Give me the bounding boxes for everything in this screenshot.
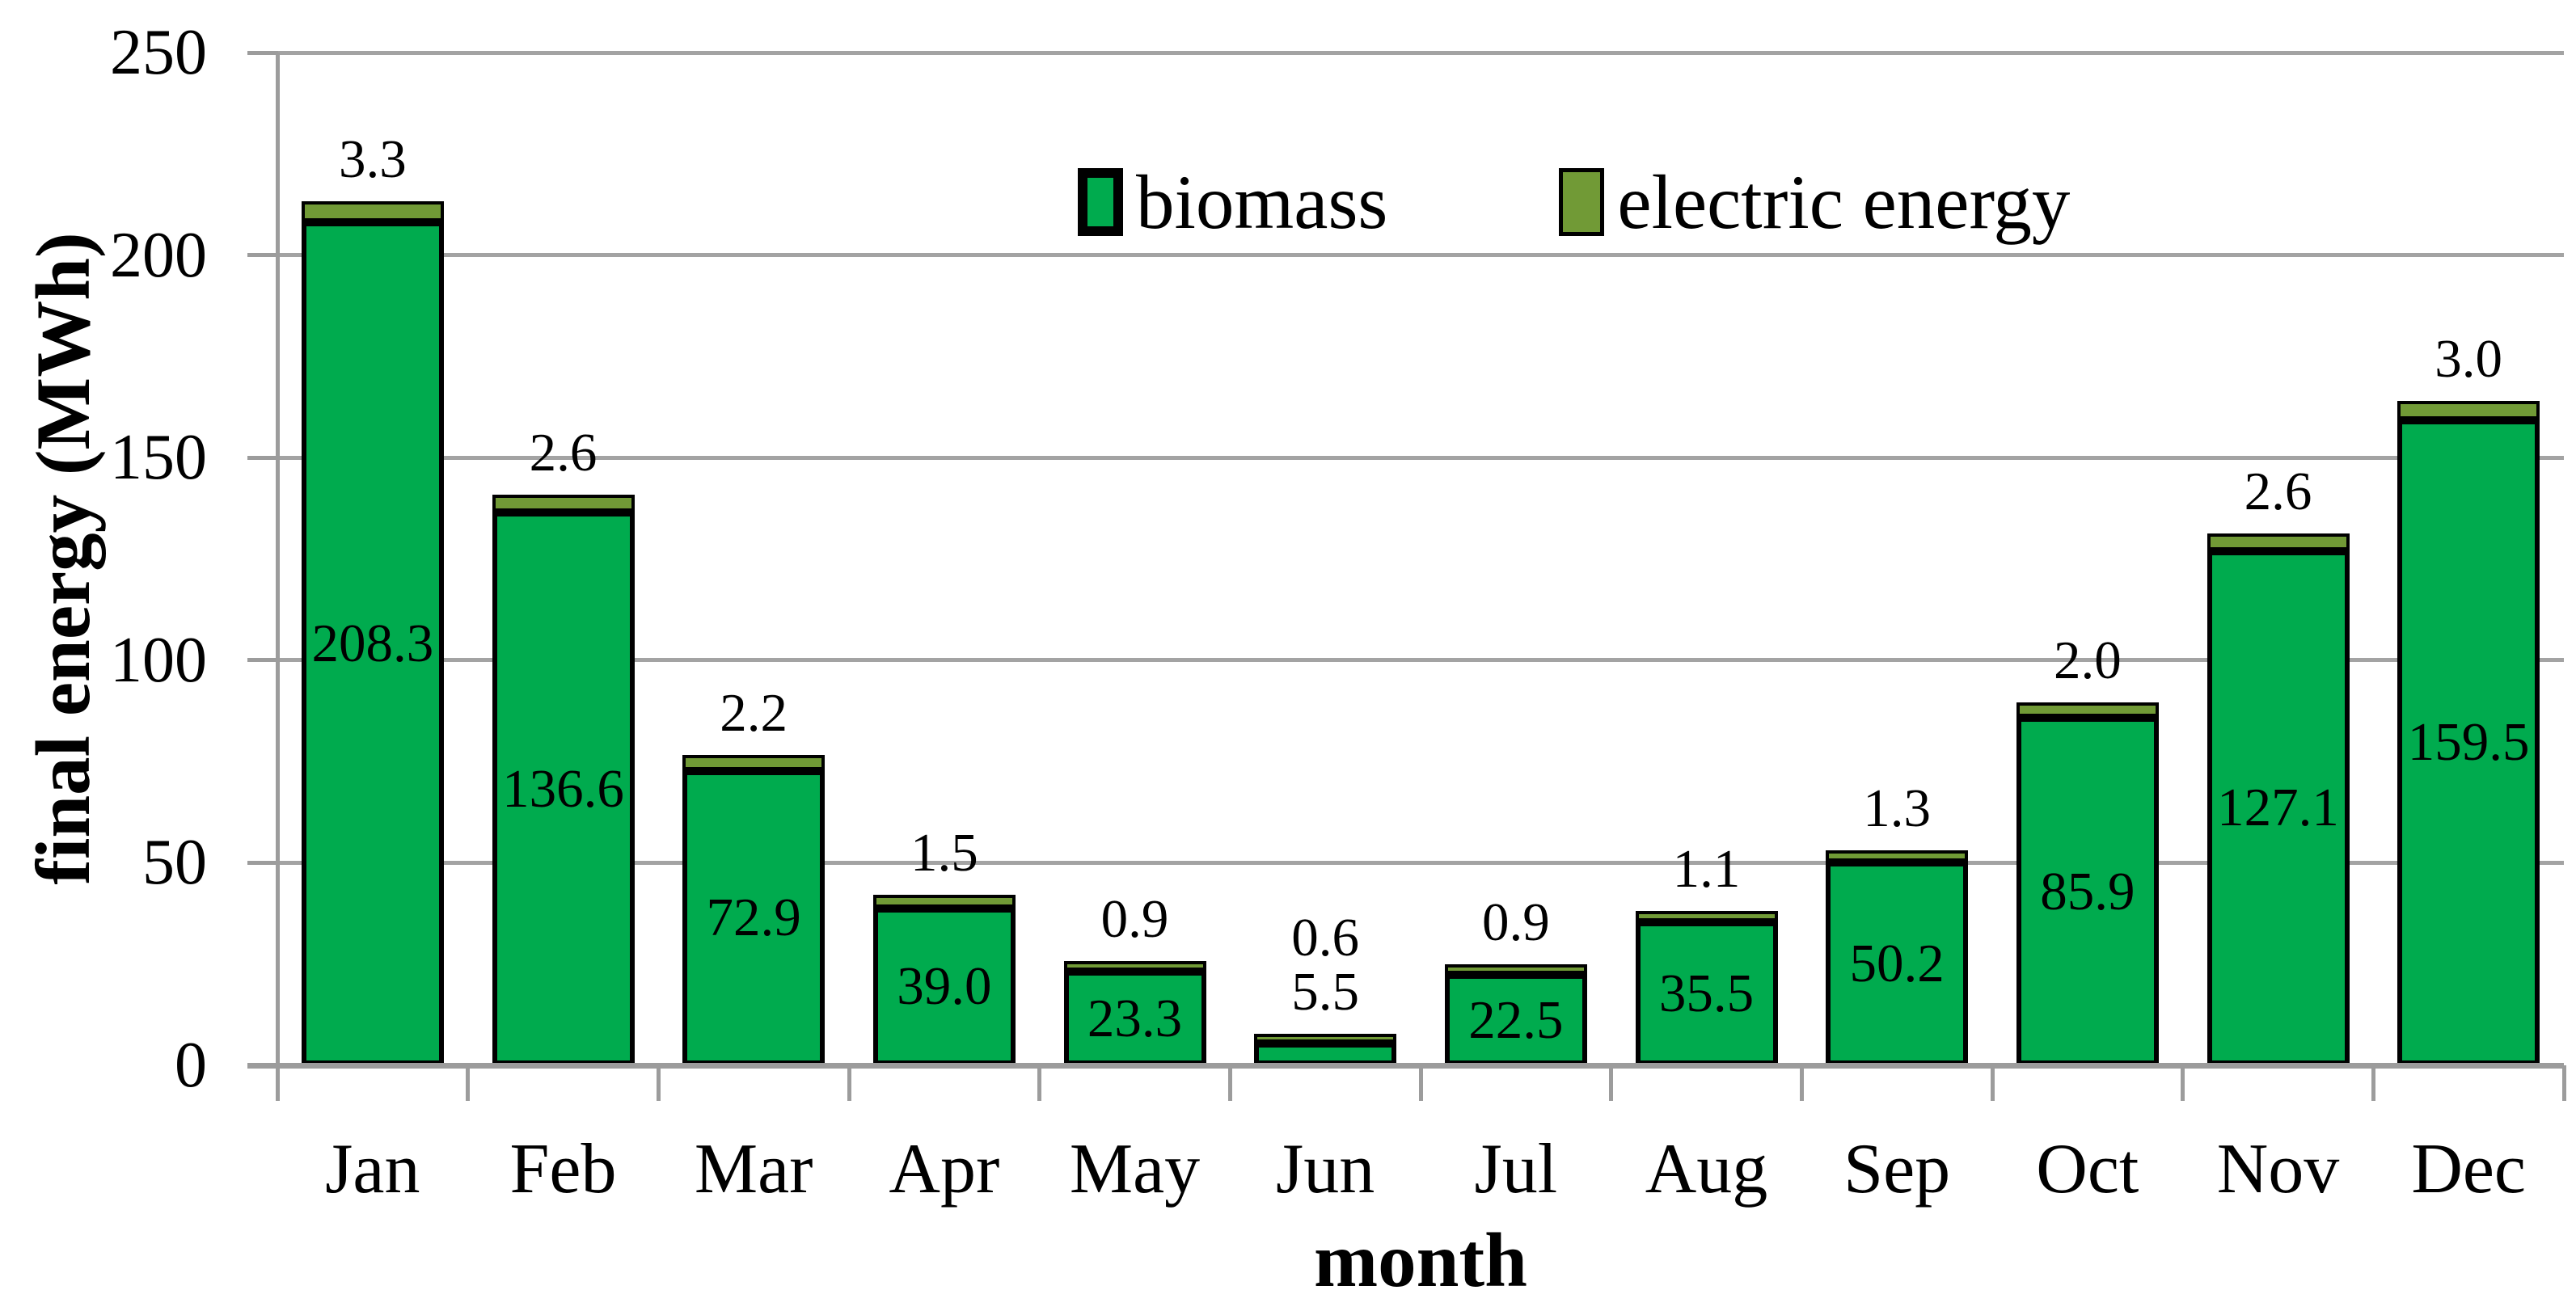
x-tick	[466, 1065, 471, 1101]
label-biomass-Apr: 39.0	[897, 956, 992, 1017]
bar-electric-energy-Aug	[1635, 910, 1778, 922]
x-category-label-Oct: Oct	[2036, 1130, 2139, 1208]
y-axis-title: final energy (MWh)	[20, 232, 106, 885]
label-biomass-Aug: 35.5	[1658, 963, 1755, 1024]
x-category-label-Dec: Dec	[2411, 1130, 2526, 1208]
x-category-label-Sep: Sep	[1843, 1130, 1951, 1208]
label-biomass-Jul: 22.5	[1468, 989, 1564, 1050]
x-axis-title: month	[1314, 1217, 1527, 1303]
gridline	[277, 253, 2564, 258]
bar-electric-energy-Sep	[1826, 850, 1969, 862]
x-tick	[656, 1065, 661, 1101]
label-biomass-Feb: 136.6	[502, 758, 624, 819]
label-electric-energy-Jul: 0.9	[1481, 892, 1550, 952]
label-biomass-Oct: 85.9	[2040, 861, 2135, 921]
x-category-label-Jul: Jul	[1474, 1130, 1558, 1208]
x-tick	[1418, 1065, 1423, 1101]
y-tick-label: 250	[110, 17, 207, 88]
y-tick	[247, 50, 278, 55]
x-tick	[2371, 1065, 2375, 1101]
bar-biomass-Sep	[1826, 862, 1969, 1065]
x-tick	[1799, 1065, 1804, 1101]
bar-electric-energy-Nov	[2206, 533, 2350, 550]
label-biomass-Dec: 159.5	[2407, 712, 2530, 773]
y-tick	[247, 658, 278, 663]
bar-biomass-Jan	[301, 221, 444, 1065]
bar-biomass-Aug	[1635, 921, 1778, 1065]
x-category-label-Aug: Aug	[1645, 1130, 1768, 1208]
label-electric-energy-May: 0.9	[1100, 888, 1169, 949]
y-tick	[247, 860, 278, 865]
x-tick	[2181, 1065, 2185, 1101]
label-electric-energy-Oct: 2.0	[2053, 630, 2122, 691]
x-category-label-Nov: Nov	[2216, 1130, 2340, 1208]
bar-biomass-Jul	[1444, 974, 1587, 1065]
bar-electric-energy-Jun	[1254, 1034, 1397, 1043]
legend-item-biomass: biomass	[1078, 162, 1387, 242]
label-electric-energy-Nov: 2.6	[2244, 461, 2312, 521]
x-tick	[1227, 1065, 1232, 1101]
label-biomass-Jan: 208.3	[311, 613, 434, 673]
legend-item-electric-energy: electric energy	[1559, 162, 2070, 242]
bar-electric-energy-Jan	[301, 201, 444, 221]
legend-swatch-biomass-icon	[1078, 168, 1123, 236]
bar-biomass-May	[1063, 971, 1206, 1065]
bar-electric-energy-Mar	[682, 754, 826, 770]
x-tick	[275, 1065, 280, 1101]
bar-biomass-Nov	[2206, 550, 2350, 1065]
bar-electric-energy-Apr	[872, 895, 1016, 908]
legend: biomass electric energy	[1078, 162, 2070, 242]
bar-electric-energy-Oct	[2016, 702, 2159, 718]
label-electric-energy-Jan: 3.3	[338, 129, 407, 190]
bar-electric-energy-May	[1063, 960, 1206, 972]
label-biomass-Sep: 50.2	[1849, 934, 1945, 994]
bar-electric-energy-Dec	[2397, 400, 2540, 420]
legend-label-electric-energy: electric energy	[1617, 159, 2071, 245]
x-tick	[1037, 1065, 1042, 1101]
x-category-label-Jun: Jun	[1276, 1130, 1375, 1208]
x-category-label-May: May	[1069, 1130, 1201, 1208]
y-tick-label: 200	[110, 219, 207, 291]
bar-electric-energy-Jul	[1444, 963, 1587, 975]
y-tick	[247, 1063, 278, 1068]
y-axis-line	[275, 53, 280, 1065]
label-electric-energy-Apr: 1.5	[910, 823, 978, 883]
label-electric-energy-Jun: 0.6	[1291, 908, 1360, 968]
gridline	[277, 455, 2564, 460]
y-tick-label: 100	[110, 624, 207, 696]
y-tick	[247, 253, 278, 258]
legend-swatch-electric-energy-icon	[1559, 168, 1605, 236]
bar-electric-energy-Feb	[492, 495, 635, 512]
x-tick	[847, 1065, 851, 1101]
x-tick	[1609, 1065, 1614, 1101]
x-tick	[1990, 1065, 1995, 1101]
gridline	[277, 50, 2564, 55]
label-electric-energy-Aug: 1.1	[1672, 838, 1741, 899]
label-biomass-Jun: 5.5	[1291, 962, 1360, 1022]
x-category-label-Feb: Feb	[509, 1130, 617, 1208]
x-category-label-Jan: Jan	[325, 1130, 420, 1208]
x-category-label-Apr: Apr	[889, 1130, 1000, 1208]
label-electric-energy-Sep: 1.3	[1863, 778, 1932, 838]
bar-biomass-Dec	[2397, 419, 2540, 1065]
y-tick-label: 150	[110, 422, 207, 494]
label-biomass-May: 23.3	[1087, 988, 1183, 1048]
label-electric-energy-Feb: 2.6	[529, 423, 598, 483]
label-electric-energy-Mar: 2.2	[720, 682, 788, 743]
x-tick	[2561, 1065, 2566, 1101]
label-biomass-Mar: 72.9	[706, 887, 801, 948]
x-category-label-Mar: Mar	[694, 1130, 813, 1208]
bar-biomass-Apr	[872, 907, 1016, 1065]
label-electric-energy-Dec: 3.0	[2435, 328, 2503, 389]
gridline	[277, 860, 2564, 865]
x-axis-line	[247, 1062, 2564, 1069]
y-tick	[247, 455, 278, 460]
legend-label-biomass: biomass	[1136, 159, 1388, 245]
gridline	[277, 658, 2564, 663]
y-tick-label: 0	[175, 1030, 207, 1101]
bar-biomass-Feb	[492, 512, 635, 1065]
y-tick-label: 50	[142, 827, 207, 899]
label-biomass-Nov: 127.1	[2217, 778, 2339, 838]
